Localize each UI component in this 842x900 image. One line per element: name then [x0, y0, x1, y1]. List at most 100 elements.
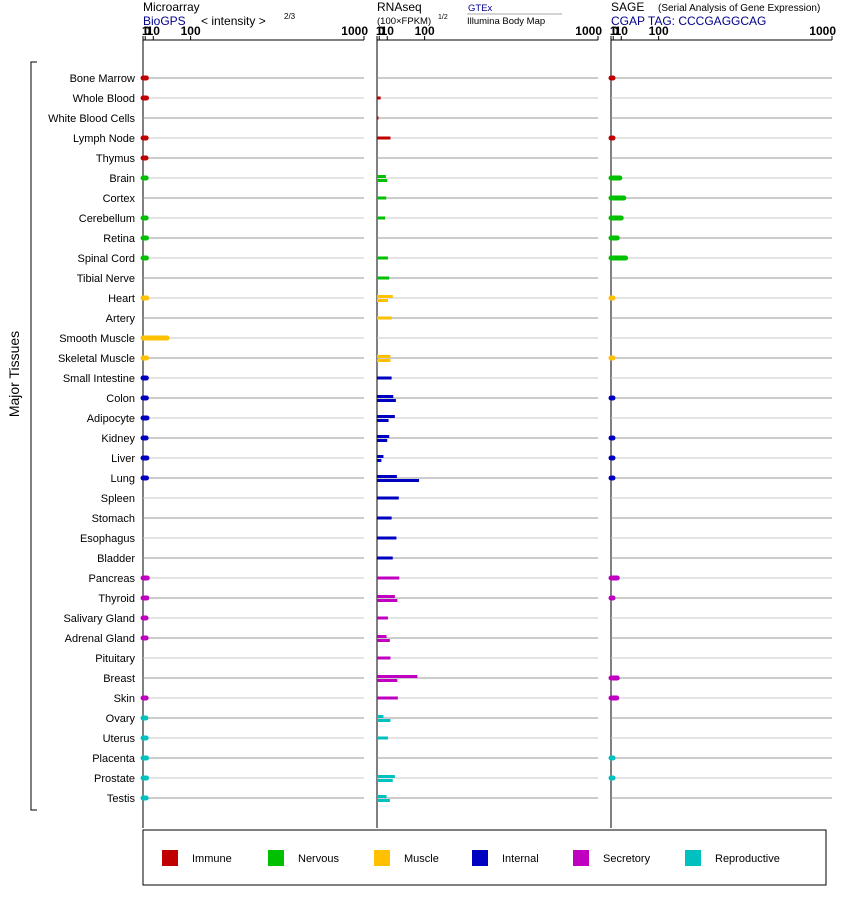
rnaseq-gtex-bar-whole-blood — [377, 96, 381, 100]
rnaseq-unit-exponent: 1/2 — [438, 14, 448, 21]
sage-tick-label: 10 — [615, 24, 629, 38]
tissue-label: Spinal Cord — [78, 253, 135, 265]
rnaseq-gtex-bar-brain — [377, 175, 386, 178]
tissue-label: Whole Blood — [73, 93, 135, 105]
microarray-tick-label: 0 — [144, 24, 151, 38]
rnaseq-source-gtex: GTEx — [468, 3, 493, 14]
tissue-label: Ovary — [106, 713, 136, 725]
legend-label-immune: Immune — [192, 853, 232, 865]
tissue-label: Testis — [107, 793, 136, 805]
rnaseq-gtex-bar-testis — [377, 795, 387, 798]
microarray-unit: < intensity > — [201, 14, 266, 28]
microarray-tick-label: 100 — [181, 24, 201, 38]
rnaseq-gtex-bar-small-intestine — [377, 376, 392, 380]
microarray-tick-label: 10 — [147, 24, 161, 38]
sage-tick-label: 1 — [610, 24, 617, 38]
rnaseq-gtex-bar-tibial-nerve — [377, 276, 390, 280]
tissue-label: Heart — [108, 293, 135, 305]
tissue-label: Colon — [106, 393, 135, 405]
rnaseq-gtex-bar-white-blood-cells — [377, 116, 379, 120]
microarray-tick-label: 1 — [142, 24, 149, 38]
rnaseq-gtex-bar-skin — [377, 696, 398, 700]
tissue-label: Bone Marrow — [70, 73, 135, 85]
tissue-label: Stomach — [92, 513, 135, 525]
rnaseq-bodymap-bar-skeletal-muscle — [377, 359, 391, 362]
microarray-unit-exponent: 2/3 — [284, 12, 296, 21]
legend-swatch-reproductive — [685, 850, 701, 866]
rnaseq-bodymap-bar-ovary — [377, 719, 391, 722]
y-axis-group: Major Tissues — [6, 61, 37, 811]
rnaseq-bodymap-bar-thyroid — [377, 599, 398, 602]
rnaseq-gtex-bar-stomach — [377, 516, 392, 520]
tissue-label: Spleen — [101, 493, 135, 505]
tissue-label: Adrenal Gland — [65, 633, 135, 645]
tissue-label: Adipocyte — [87, 413, 135, 425]
legend-swatch-nervous — [268, 850, 284, 866]
rnaseq-gtex-bar-lymph-node — [377, 136, 391, 140]
legend-label-secretory: Secretory — [603, 853, 651, 865]
rnaseq-tick-label: 1 — [376, 24, 383, 38]
tissue-label: Uterus — [103, 733, 136, 745]
rnaseq-bodymap-bar-brain — [377, 179, 388, 182]
rnaseq-gtex-bar-heart — [377, 295, 393, 298]
y-axis-label: Major Tissues — [6, 331, 22, 417]
rnaseq-bodymap-bar-spinal-cord — [377, 256, 388, 260]
sage-tick-label: 1000 — [809, 24, 836, 38]
tissue-label: Kidney — [101, 433, 135, 445]
rnaseq-gtex-bar-kidney — [377, 435, 390, 438]
rnaseq-gtex-bar-uterus — [377, 736, 388, 740]
rnaseq-source-illumina: Illumina Body Map — [467, 16, 545, 27]
rnaseq-unit: (100×FPKM) — [377, 16, 431, 27]
tissue-label: Tibial Nerve — [77, 273, 135, 285]
tissue-label: Lymph Node — [73, 133, 135, 145]
rnaseq-gtex-bar-thyroid — [377, 595, 395, 598]
sage-note: (Serial Analysis of Gene Expression) — [658, 3, 820, 14]
rnaseq-bodymap-bar-kidney — [377, 439, 388, 442]
rnaseq-gtex-bar-skeletal-muscle — [377, 355, 391, 358]
legend-label-nervous: Nervous — [298, 853, 339, 865]
tissue-label: Thyroid — [98, 593, 135, 605]
legend-swatch-muscle — [374, 850, 390, 866]
tissue-labels: Bone Marrow Whole Blood White Blood Cells L… — [48, 73, 136, 805]
tissue-label: White Blood Cells — [48, 113, 135, 125]
rnaseq-gtex-bar-colon — [377, 395, 394, 398]
rnaseq-gtex-bar-pituitary — [377, 656, 391, 660]
rnaseq-bodymap-bar-cerebellum — [377, 216, 386, 220]
rnaseq-gtex-bar-prostate — [377, 775, 395, 778]
rnaseq-bodymap-bar-breast — [377, 679, 398, 682]
tissue-label: Pituitary — [95, 653, 135, 665]
microarray-tick-label: 1000 — [341, 24, 368, 38]
rnaseq-tick-label: 100 — [415, 24, 435, 38]
tissue-label: Skin — [114, 693, 135, 705]
rnaseq-gtex-bar-ovary — [377, 715, 384, 718]
rnaseq-gtex-bar-breast — [377, 675, 418, 678]
rnaseq-gtex-bar-liver — [377, 455, 384, 458]
tissue-label: Bladder — [97, 553, 135, 565]
expression-bars — [140, 75, 629, 802]
tissue-label: Salivary Gland — [63, 613, 135, 625]
tissue-label: Prostate — [94, 773, 135, 785]
tissue-label: Liver — [111, 453, 135, 465]
rnaseq-gtex-bar-spleen — [377, 496, 399, 500]
tissue-label: Placenta — [92, 753, 136, 765]
legend-label-internal: Internal — [502, 853, 539, 865]
rnaseq-bodymap-bar-adipocyte — [377, 419, 389, 422]
tissue-label: Pancreas — [89, 573, 136, 585]
rnaseq-bodymap-bar-cortex — [377, 196, 387, 200]
legend: Immune Nervous Muscle Internal Secretory Repr… — [142, 829, 827, 886]
rnaseq-gtex-bar-salivary-gland — [377, 616, 388, 620]
rnaseq-bodymap-bar-adrenal-gland — [377, 639, 390, 642]
rnaseq-bodymap-bar-prostate — [377, 779, 393, 782]
tissue-label: Skeletal Muscle — [58, 353, 135, 365]
microarray-source: BioGPS — [143, 14, 186, 28]
rnaseq-gtex-bar-adrenal-gland — [377, 635, 387, 638]
panel-headers: Microarray BioGPS < intensity > 2/3 RNAs… — [143, 0, 820, 28]
rnaseq-gtex-bar-adipocyte — [377, 415, 395, 418]
rnaseq-bodymap-bar-heart — [377, 299, 388, 302]
rnaseq-gtex-bar-esophagus — [377, 536, 397, 540]
sage-tick-label: 0 — [612, 24, 619, 38]
rnaseq-bodymap-bar-colon — [377, 399, 396, 402]
tissue-label: Smooth Muscle — [59, 333, 135, 345]
legend-swatch-immune — [162, 850, 178, 866]
